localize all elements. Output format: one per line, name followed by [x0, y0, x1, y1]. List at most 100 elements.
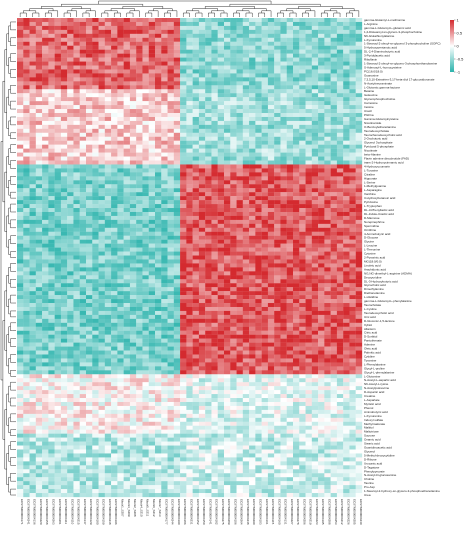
heatmap-cell — [54, 334, 62, 339]
heatmap-cell — [111, 113, 118, 118]
heatmap-cell — [236, 180, 243, 185]
heatmap-cell — [186, 338, 193, 343]
heatmap-cell — [305, 322, 312, 327]
heatmap-cell — [104, 303, 112, 308]
heatmap-cell — [167, 120, 174, 126]
heatmap-cell — [324, 314, 331, 320]
heatmap-cell — [274, 57, 281, 62]
heatmap-cell — [42, 25, 49, 31]
heatmap-cell — [349, 271, 356, 276]
heatmap-cell — [318, 45, 325, 50]
heatmap-cell — [17, 156, 24, 161]
heatmap-cell — [355, 49, 363, 54]
heatmap-cell — [343, 235, 350, 240]
heatmap-cell — [236, 338, 243, 343]
heatmap-cell — [211, 306, 218, 312]
heatmap-cell — [98, 184, 105, 189]
heatmap-cell — [117, 200, 124, 205]
heatmap-cell — [299, 109, 306, 114]
heatmap-cell — [249, 279, 256, 284]
heatmap-cell — [305, 132, 312, 137]
heatmap-cell — [42, 374, 49, 379]
heatmap-cell — [148, 287, 156, 292]
heatmap-cell — [35, 164, 43, 169]
heatmap-cell — [336, 259, 344, 264]
heatmap-cell — [186, 89, 193, 94]
heatmap-cell — [205, 73, 212, 78]
heatmap-cell — [104, 291, 112, 296]
heatmap-cell — [180, 370, 187, 375]
heatmap-cell — [336, 77, 344, 82]
heatmap-cell — [48, 156, 55, 161]
heatmap-cell — [73, 132, 80, 137]
heatmap-cell — [23, 223, 30, 228]
heatmap-cell — [198, 219, 206, 224]
heatmap-cell — [48, 120, 55, 126]
heatmap-cell — [148, 208, 156, 213]
heatmap-cell — [104, 374, 112, 379]
heatmap-cell — [180, 49, 187, 54]
heatmap-cell — [211, 33, 218, 38]
heatmap-cell — [249, 128, 256, 133]
heatmap-cell — [198, 77, 206, 82]
heatmap-cell — [236, 208, 243, 213]
heatmap-cell — [336, 109, 344, 114]
heatmap-cell — [305, 346, 312, 351]
heatmap-cell — [336, 358, 344, 363]
heatmap-cell — [111, 37, 118, 42]
heatmap-cell — [255, 239, 262, 244]
heatmap-cell — [111, 291, 118, 296]
heatmap-cell — [299, 219, 306, 224]
heatmap-cell — [23, 275, 30, 280]
heatmap-cell — [92, 105, 99, 110]
heatmap-cell — [54, 113, 62, 118]
heatmap-cell — [155, 184, 162, 189]
heatmap-cell — [142, 41, 149, 46]
heatmap-cell — [230, 342, 237, 347]
heatmap-cell — [311, 132, 319, 137]
heatmap-cell — [255, 192, 262, 197]
heatmap-cell — [286, 128, 294, 133]
heatmap-cell — [29, 77, 36, 82]
heatmap-cell — [48, 283, 55, 288]
heatmap-cell — [117, 374, 124, 379]
heatmap-cell — [86, 109, 93, 114]
heatmap-cell — [355, 215, 363, 221]
heatmap-cell — [293, 160, 300, 165]
heatmap-cell — [217, 275, 225, 280]
heatmap-cell — [86, 172, 93, 177]
heatmap-cell — [255, 37, 262, 42]
heatmap-cell — [261, 374, 269, 379]
heatmap-cell — [54, 156, 62, 161]
heatmap-cell — [236, 322, 243, 327]
heatmap-cell — [60, 287, 68, 292]
heatmap-cell — [129, 211, 137, 217]
heatmap-cell — [230, 208, 237, 213]
heatmap-cell — [261, 366, 269, 371]
heatmap-cell — [198, 247, 206, 252]
heatmap-cell — [117, 180, 124, 185]
heatmap-cell — [123, 208, 131, 213]
heatmap-cell — [311, 81, 319, 86]
heatmap-cell — [299, 330, 306, 335]
heatmap-cell — [343, 69, 350, 74]
heatmap-cell — [98, 176, 105, 181]
heatmap-cell — [111, 61, 118, 66]
heatmap-cell — [255, 57, 262, 62]
heatmap-cell — [311, 25, 319, 31]
heatmap-cell — [217, 223, 225, 228]
heatmap-cell — [217, 81, 225, 86]
heatmap-cell — [236, 192, 243, 197]
heatmap-cell — [274, 140, 281, 145]
heatmap-cell — [255, 184, 262, 189]
heatmap-cell — [355, 342, 363, 347]
heatmap-cell — [148, 116, 156, 122]
heatmap-cell — [92, 243, 99, 248]
heatmap-cell — [35, 136, 43, 141]
heatmap-cell — [42, 124, 49, 129]
heatmap-cell — [123, 156, 131, 161]
heatmap-cell — [86, 208, 93, 213]
heatmap-cell — [230, 192, 237, 197]
heatmap-cell — [192, 188, 200, 193]
heatmap-cell — [355, 243, 363, 248]
